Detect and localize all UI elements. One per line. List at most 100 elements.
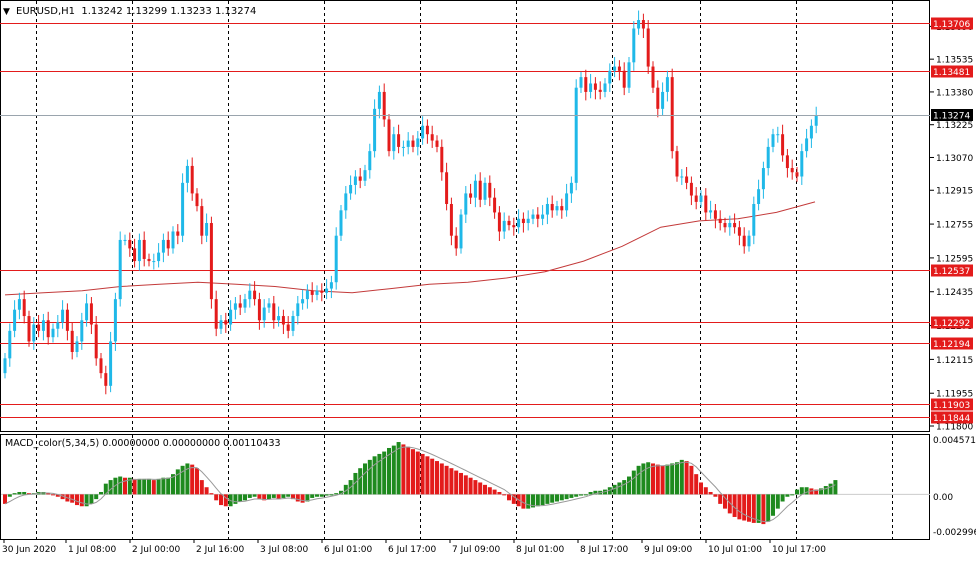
macd-signal-line [4, 446, 836, 523]
macd-bar-down [75, 494, 79, 506]
candlesticks[interactable] [3, 10, 818, 395]
level-price-labels: 1.13706 1.13481 1.12537 1.12292 1.12194 1.119… [931, 17, 973, 424]
bull-candle-body [473, 180, 477, 198]
macd-bar-up [387, 447, 391, 495]
bull-candle-body [728, 223, 732, 228]
macd-bar-up [247, 494, 252, 498]
macd-bar-up [315, 494, 319, 497]
bull-candle-body [502, 220, 506, 232]
bear-candle-body [128, 239, 132, 249]
bull-candle-body [32, 324, 36, 342]
bull-candle-body [315, 290, 319, 295]
macd-bar-down [521, 494, 526, 509]
macd-bar-down [209, 493, 214, 495]
macd-bar-up [267, 494, 271, 500]
bear-candle-body [694, 195, 698, 202]
moving-average-line [4, 201, 816, 296]
macd-bar-down [79, 494, 84, 507]
macd-bar-down [478, 482, 483, 495]
macd-bar-down [420, 453, 425, 495]
macd-bar-up [305, 494, 310, 502]
bear-candle-body [646, 28, 650, 67]
bear-candle-body [27, 316, 31, 342]
bear-candle-body [214, 299, 218, 329]
macd-bar-up [94, 494, 99, 500]
time-tick-label: 9 Jul 09:00 [644, 545, 693, 555]
bull-candle-body [680, 176, 684, 178]
dropdown-arrow-icon[interactable]: ▼ [3, 7, 10, 17]
bull-candle-body [157, 252, 161, 262]
bull-candle-body [13, 309, 17, 331]
price-tick-label: 1.13225 [936, 121, 973, 131]
bear-candle-body [689, 182, 693, 196]
time-tick-label: 8 Jul 17:00 [580, 545, 629, 555]
time-tick-label: 2 Jul 00:00 [132, 545, 181, 555]
bear-candle-body [454, 235, 458, 249]
time-tick-label: 7 Jul 09:00 [452, 545, 501, 555]
macd-bar-up [319, 494, 324, 497]
price-panel-frame [0, 0, 930, 432]
bull-candle-body [243, 299, 247, 308]
macd-bar-up [353, 472, 358, 495]
horizontal-level-lines[interactable] [0, 23, 930, 418]
macd-bar-down [703, 487, 708, 495]
symbol-title: EURUSD,H1 1.13242 1.13299 1.13233 1.1327… [16, 6, 256, 17]
bull-candle-body [113, 299, 117, 342]
macd-bar-down [291, 494, 295, 500]
macd-bar-up [780, 494, 785, 502]
bull-candle-body [17, 299, 21, 310]
price-tick-label: 1.12755 [936, 221, 973, 231]
macd-bar-down [473, 480, 478, 495]
macd-bar-down [3, 494, 7, 504]
macd-bar-up [819, 488, 823, 495]
bull-candle-body [589, 83, 593, 92]
macd-bar-up [795, 489, 799, 495]
bull-candle-body [809, 125, 813, 139]
bear-candle-body [320, 290, 324, 293]
macd-bar-up [12, 493, 17, 495]
bear-candle-body [94, 324, 98, 359]
bull-candle-body [329, 282, 333, 289]
bull-candle-body [277, 316, 281, 321]
bear-candle-body [790, 168, 794, 173]
bear-candle-body [622, 70, 626, 88]
bear-candle-body [358, 176, 362, 181]
macd-bar-down [732, 494, 737, 517]
bull-candle-body [344, 193, 348, 211]
macd-bar-down [713, 494, 718, 497]
bear-candle-body [781, 134, 785, 156]
bear-candle-body [795, 172, 799, 177]
bull-candle-body [325, 288, 329, 293]
bear-candle-body [89, 303, 93, 325]
bull-candle-body [8, 330, 12, 359]
macd-bar-up [771, 494, 775, 516]
macd-bar-down [747, 494, 751, 522]
bull-candle-body [109, 341, 113, 386]
bear-candle-body [37, 324, 41, 331]
bear-candle-body [209, 223, 213, 300]
macd-bar-up [790, 494, 795, 496]
macd-bar-up [22, 491, 27, 495]
bear-candle-body [584, 77, 588, 92]
macd-bar-up [175, 469, 180, 495]
macd-bar-down [46, 493, 51, 495]
macd-bar-down [70, 494, 75, 503]
bull-candle-body [483, 182, 487, 200]
macd-bar-down [459, 472, 463, 495]
bear-candle-body [272, 303, 276, 321]
price-tick-label: 1.12115 [936, 356, 973, 366]
macd-bar-down [411, 449, 415, 495]
macd-bar-down [151, 480, 156, 495]
bull-candle-body [219, 320, 223, 329]
bull-candle-body [339, 210, 343, 236]
macd-bar-up [665, 464, 670, 495]
macd-bar-up [89, 494, 94, 504]
bull-candle-body [574, 87, 578, 183]
macd-bar-down [718, 494, 723, 504]
macd-bar-up [84, 494, 89, 507]
macd-bar-down [300, 494, 305, 503]
price-tick-label: 1.11800 [936, 423, 973, 433]
bear-candle-body [238, 303, 242, 308]
bear-candle-body [104, 373, 108, 386]
